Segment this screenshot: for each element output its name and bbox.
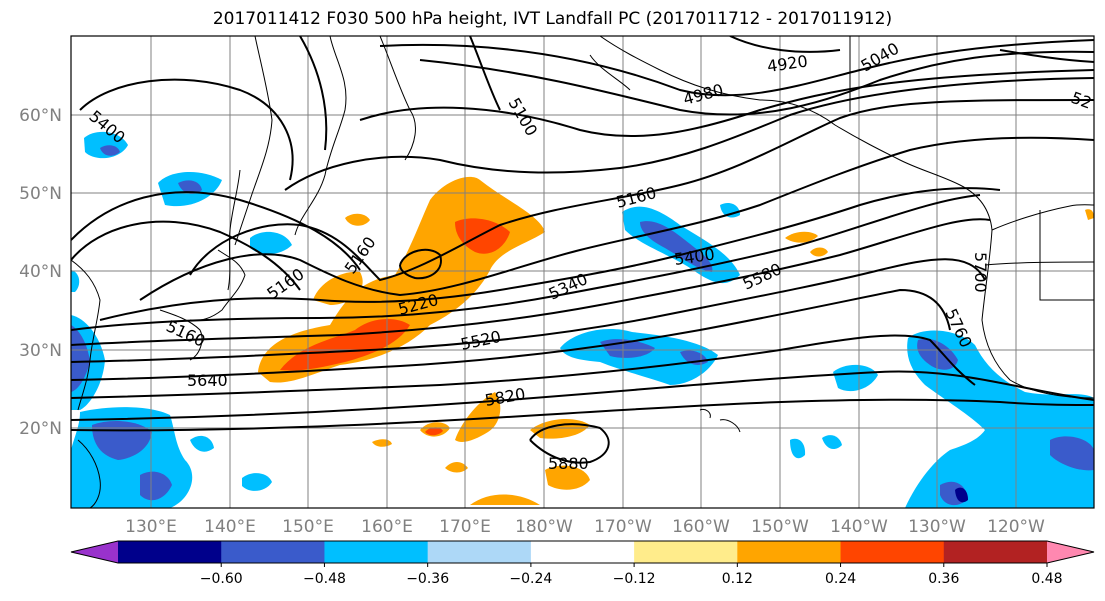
colorbar-segment	[737, 541, 842, 563]
lon-label: 170°E	[439, 517, 491, 537]
colorbar-tick-label: −0.60	[200, 571, 243, 587]
colorbar-tick-label: −0.48	[303, 571, 346, 587]
latitude-labels: 60°N 50°N 40°N 30°N 20°N	[19, 106, 62, 439]
lat-label: 20°N	[19, 419, 62, 439]
contour-label: 5700	[971, 252, 990, 293]
colorbar	[70, 540, 1095, 564]
colorbar-tick-labels: −0.60 −0.48 −0.36 −0.24 −0.12 0.12 0.24 0.36 0.4…	[200, 563, 1063, 587]
colorbar-segment	[427, 541, 532, 563]
lon-label: 140°E	[204, 517, 256, 537]
colorbar-extension-high	[1047, 541, 1094, 563]
lon-label: 120°W	[987, 517, 1045, 537]
lat-label: 60°N	[19, 106, 62, 126]
figure-title: 2017011412 F030 500 hPa height, IVT Land…	[212, 9, 893, 29]
lon-label: 130°W	[908, 517, 966, 537]
lon-label: 170°W	[594, 517, 652, 537]
colorbar-segment	[118, 541, 222, 563]
colorbar-segment	[840, 541, 945, 563]
colorbar-segment	[530, 541, 635, 563]
lat-label: 40°N	[19, 262, 62, 282]
lon-label: 160°E	[361, 517, 413, 537]
longitude-labels: 130°E 140°E 150°E 160°E 170°E 180°W 170°…	[125, 517, 1045, 537]
colorbar-tick-label: 0.12	[722, 571, 753, 587]
colorbar-segment	[221, 541, 325, 563]
colorbar-outline	[70, 540, 1095, 564]
colorbar-segment	[943, 541, 1048, 563]
lon-label: 160°W	[672, 517, 730, 537]
lon-label: 150°E	[282, 517, 334, 537]
colorbar-tick-label: −0.36	[406, 571, 449, 587]
map-frame	[70, 35, 1095, 509]
contour-label: 5880	[548, 454, 589, 473]
lon-label: 150°W	[751, 517, 809, 537]
lat-label: 30°N	[19, 341, 62, 361]
lat-label: 50°N	[19, 184, 62, 204]
colorbar-segment	[634, 541, 738, 563]
contour-label: 5640	[187, 371, 228, 390]
colorbar-extension-low	[71, 541, 118, 563]
colorbar-tick-label: 0.48	[1031, 571, 1062, 587]
colorbar-tick-label: 0.36	[928, 571, 959, 587]
height-contours	[71, 36, 1094, 464]
lon-label: 140°W	[830, 517, 888, 537]
lon-label: 130°E	[125, 517, 177, 537]
lon-label: 180°W	[515, 517, 573, 537]
colorbar-tick-label: 0.24	[825, 571, 856, 587]
coastlines	[71, 36, 1094, 508]
colorbar-tick-label: −0.12	[613, 571, 656, 587]
colorbar-segment	[324, 541, 429, 563]
colorbar-tick-label: −0.24	[509, 571, 552, 587]
